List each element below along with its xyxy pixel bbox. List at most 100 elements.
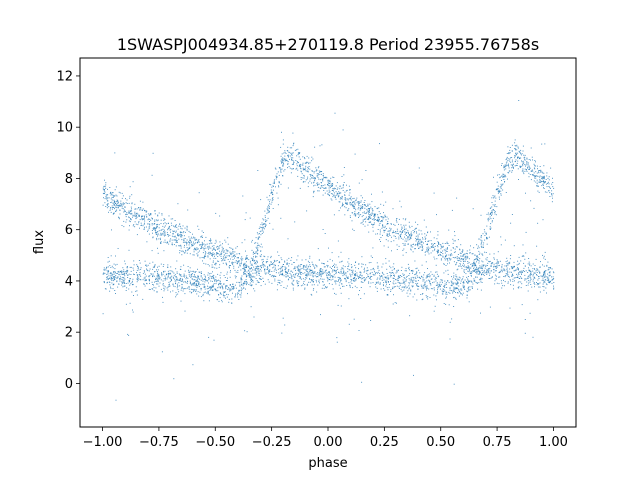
sawtooth-branch-point [473, 270, 475, 272]
sawtooth-branch-point [185, 241, 187, 243]
sawtooth-branch-point [297, 154, 299, 156]
flat-branch-point [302, 265, 304, 267]
sawtooth-branch-point [446, 254, 448, 256]
sawtooth-branch-point [142, 225, 144, 227]
sawtooth-branch-point [205, 244, 207, 246]
sawtooth-branch-point [362, 204, 363, 206]
sawtooth-branch-point [354, 204, 356, 206]
flat-branch-point [123, 220, 125, 222]
flat-branch-point [227, 277, 228, 279]
sawtooth-branch-point [268, 205, 270, 207]
flat-branch-point [111, 275, 113, 277]
flat-branch-point [256, 280, 258, 282]
sawtooth-branch-point [467, 262, 469, 264]
sawtooth-branch-point [168, 227, 170, 229]
sawtooth-branch-point [463, 253, 465, 255]
sawtooth-branch-point [216, 267, 218, 269]
flat-branch-point [197, 291, 199, 293]
flat-branch-point [507, 264, 509, 266]
flat-branch-point [251, 267, 253, 269]
sawtooth-branch-point [246, 258, 248, 259]
flat-branch-point [245, 264, 247, 266]
flat-branch-point [184, 288, 186, 290]
flat-branch-point [188, 274, 190, 276]
sawtooth-branch-point [139, 200, 141, 202]
flat-branch-point [380, 203, 382, 205]
flat-branch-point [500, 244, 502, 246]
sawtooth-branch-point [257, 233, 259, 235]
sawtooth-branch-point [170, 238, 172, 240]
sawtooth-branch-point [151, 250, 153, 252]
flat-branch-point [250, 285, 252, 287]
sawtooth-branch-point [335, 191, 337, 193]
flat-branch-point [544, 258, 546, 260]
sawtooth-branch-point [319, 171, 321, 173]
sawtooth-branch-point [450, 258, 452, 260]
sawtooth-branch-point [508, 167, 510, 169]
flat-branch-point [264, 283, 266, 285]
flat-branch-point [484, 267, 486, 269]
sawtooth-branch-point [181, 231, 183, 233]
sawtooth-branch-point [400, 206, 402, 208]
flat-branch-point [408, 266, 410, 268]
sawtooth-branch-point [147, 223, 149, 225]
sawtooth-branch-point [349, 189, 351, 190]
flat-branch-point [208, 336, 210, 338]
flat-branch-point [189, 291, 191, 293]
flat-branch-point [258, 272, 260, 274]
sawtooth-branch-point [351, 203, 353, 205]
sawtooth-branch-point [117, 205, 119, 207]
flat-branch-point [112, 288, 114, 290]
sawtooth-branch-point [477, 245, 479, 247]
sawtooth-branch-point [269, 195, 271, 197]
sawtooth-branch-point [457, 239, 459, 241]
flat-branch-point [187, 280, 188, 282]
flat-branch-point [518, 256, 520, 258]
flat-branch-point [402, 279, 404, 281]
sawtooth-branch-point [327, 181, 329, 183]
flat-branch-point [517, 267, 519, 269]
sawtooth-branch-point [187, 249, 189, 251]
sawtooth-branch-point [278, 174, 280, 176]
sawtooth-branch-point [536, 179, 538, 181]
flat-branch-point [152, 261, 154, 263]
sawtooth-branch-point [539, 166, 541, 167]
flat-branch-point [486, 259, 488, 261]
flat-branch-point [387, 275, 389, 277]
flat-branch-point [113, 277, 115, 279]
flat-branch-point [552, 276, 554, 278]
flat-branch-point [330, 279, 332, 281]
flat-branch-point [377, 271, 379, 273]
sawtooth-branch-point [361, 222, 363, 224]
sawtooth-branch-point [196, 248, 198, 250]
sawtooth-branch-point [409, 237, 411, 239]
sawtooth-branch-point [411, 225, 413, 227]
sawtooth-branch-point [307, 161, 309, 163]
sawtooth-branch-point [354, 201, 356, 203]
sawtooth-branch-point [280, 217, 282, 219]
flat-branch-point [385, 276, 387, 278]
sawtooth-branch-point [115, 205, 117, 207]
sawtooth-branch-point [290, 172, 292, 174]
sawtooth-branch-point [352, 201, 354, 203]
sawtooth-branch-point [321, 171, 323, 172]
sawtooth-branch-point [333, 177, 335, 178]
flat-branch-point [305, 274, 306, 276]
sawtooth-branch-point [304, 158, 306, 160]
flat-branch-point [395, 279, 397, 280]
flat-branch-point [318, 279, 320, 281]
flat-branch-point [169, 270, 171, 272]
sawtooth-branch-point [188, 241, 190, 243]
sawtooth-branch-point [257, 253, 259, 255]
flat-branch-point [467, 279, 469, 281]
flat-branch-point [329, 258, 331, 260]
flat-branch-point [203, 292, 205, 294]
flat-branch-point [507, 274, 509, 276]
sawtooth-branch-point [404, 231, 406, 233]
sawtooth-branch-point [377, 220, 379, 221]
flat-branch-point [263, 255, 265, 257]
flat-branch-point [267, 256, 269, 258]
flat-branch-point [219, 292, 221, 294]
sawtooth-branch-point [486, 236, 487, 238]
sawtooth-branch-point [427, 250, 428, 252]
